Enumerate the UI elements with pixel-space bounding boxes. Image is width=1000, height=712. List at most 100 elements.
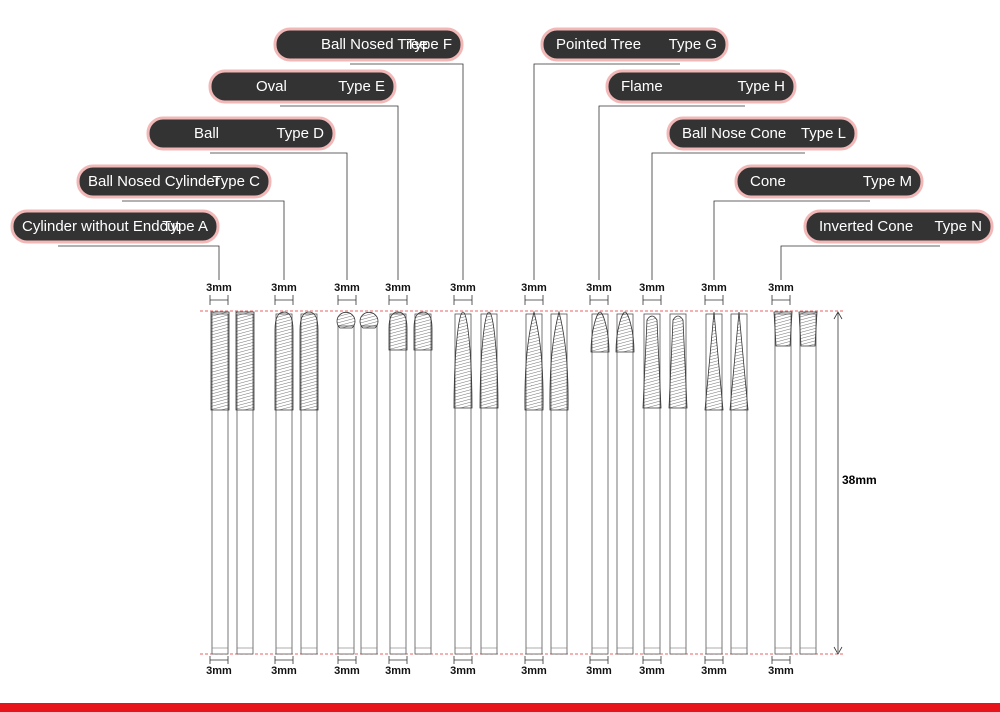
top-dim-line [453, 295, 473, 305]
cutter-head [729, 311, 749, 411]
shank [616, 313, 634, 655]
shank [389, 313, 407, 655]
label-pill [146, 116, 336, 151]
bottom-dim-line [704, 656, 724, 664]
cutter-head [549, 310, 569, 411]
bottom-dim-line [274, 656, 294, 664]
cutter-head [274, 311, 294, 411]
tool-type: Type A [162, 218, 208, 235]
cutter-head [668, 315, 688, 409]
cutter-head [524, 310, 544, 411]
tool-type: Type E [338, 78, 385, 95]
leader-line [58, 245, 220, 280]
top-dim-line [771, 295, 791, 305]
label-pill [803, 209, 994, 244]
bottom-width: 3mm [206, 665, 232, 677]
label-pill [10, 209, 220, 244]
top-dim-line [524, 295, 544, 305]
bottom-dim-line [337, 656, 357, 664]
bottom-width: 3mm [334, 665, 360, 677]
length-label: 38mm [842, 473, 877, 487]
tool-name: Oval [256, 78, 287, 95]
top-width: 3mm [521, 282, 547, 294]
bottom-dim-line [524, 656, 544, 664]
tool-name: Ball [194, 125, 219, 142]
top-width: 3mm [271, 282, 297, 294]
shank [799, 313, 817, 655]
bottom-width: 3mm [271, 665, 297, 677]
cutter-head [299, 311, 319, 411]
length-arrows [833, 311, 843, 655]
tool-name: Inverted Cone [819, 218, 913, 235]
red-bar [0, 703, 1000, 712]
shank [774, 313, 792, 655]
tool-type: Type N [934, 218, 982, 235]
top-dim-line [589, 295, 609, 305]
leader-line [713, 200, 870, 280]
bottom-width: 3mm [521, 665, 547, 677]
tool-name: Cone [750, 173, 786, 190]
leader-line [651, 152, 805, 280]
bottom-width: 3mm [586, 665, 612, 677]
tool-name: Cylinder without Endcut [22, 218, 180, 235]
shank [414, 313, 432, 655]
top-dim-line [209, 295, 229, 305]
top-width: 3mm [639, 282, 665, 294]
cutter-head [704, 311, 724, 411]
cutter-head [798, 311, 818, 347]
tool-name: Ball Nosed Cylinder [88, 173, 220, 190]
top-width: 3mm [206, 282, 232, 294]
top-width: 3mm [701, 282, 727, 294]
label-pill [666, 116, 858, 151]
shank [591, 313, 609, 655]
top-width: 3mm [450, 282, 476, 294]
bottom-width: 3mm [639, 665, 665, 677]
top-dim-line [388, 295, 408, 305]
bottom-width: 3mm [450, 665, 476, 677]
tool-type: Type D [276, 125, 324, 142]
bottom-dim-line [589, 656, 609, 664]
top-width: 3mm [334, 282, 360, 294]
label-pill [605, 69, 797, 104]
leader-line [533, 63, 680, 280]
tool-name: Flame [621, 78, 663, 95]
tool-type: Type L [801, 125, 846, 142]
bottom-width: 3mm [701, 665, 727, 677]
top-width: 3mm [768, 282, 794, 294]
leader-line [122, 200, 285, 280]
cutter-head [453, 311, 473, 409]
top-dim-line [274, 295, 294, 305]
label-pill [734, 164, 924, 199]
tool-name: Pointed Tree [556, 36, 641, 53]
cutter-head [413, 311, 433, 351]
tool-type: Type C [212, 173, 260, 190]
tool-name: Ball Nose Cone [682, 125, 786, 142]
label-pill [273, 27, 464, 62]
cutter-head [336, 311, 356, 329]
bottom-dim-line [453, 656, 473, 664]
tool-type: Type M [863, 173, 912, 190]
leader-line [280, 105, 399, 280]
cutter-head [235, 311, 255, 411]
bottom-dim-line [771, 656, 791, 664]
bottom-width: 3mm [385, 665, 411, 677]
cutter-head [210, 311, 230, 411]
label-pill [208, 69, 397, 104]
bottom-dim-line [209, 656, 229, 664]
leader-line [780, 245, 940, 280]
cutter-head [359, 311, 379, 329]
top-width: 3mm [385, 282, 411, 294]
cutter-head [773, 311, 793, 347]
top-dim-line [337, 295, 357, 305]
label-pill [76, 164, 272, 199]
leader-line [210, 152, 348, 280]
bottom-width: 3mm [768, 665, 794, 677]
top-dim-line [704, 295, 724, 305]
tool-name: Ball Nosed Tree [321, 36, 428, 53]
cutter-head [642, 315, 662, 409]
top-dim-line [642, 295, 662, 305]
bottom-dim-line [388, 656, 408, 664]
label-pill [540, 27, 729, 62]
tool-type: Type H [737, 78, 785, 95]
